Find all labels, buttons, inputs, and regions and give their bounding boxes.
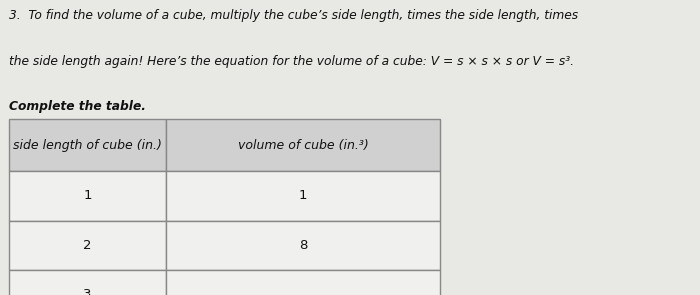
Text: 3.  To find the volume of a cube, multiply the cube’s side length, times the sid: 3. To find the volume of a cube, multipl…: [9, 9, 578, 22]
Bar: [166, 171, 440, 221]
Text: 3: 3: [83, 289, 92, 295]
Text: volume of cube (in.³): volume of cube (in.³): [237, 139, 368, 152]
Bar: [9, 119, 166, 171]
Text: 2: 2: [83, 239, 92, 252]
Text: the side length again! Here’s the equation for the volume of a cube: V = s × s ×: the side length again! Here’s the equati…: [9, 55, 574, 68]
Text: 1: 1: [299, 189, 307, 202]
Bar: [166, 270, 440, 295]
Bar: [9, 270, 166, 295]
Bar: [166, 221, 440, 270]
Text: 1: 1: [83, 189, 92, 202]
Text: 8: 8: [299, 239, 307, 252]
Bar: [9, 221, 166, 270]
Text: Complete the table.: Complete the table.: [9, 100, 146, 113]
Bar: [9, 171, 166, 221]
Bar: [166, 119, 440, 171]
Text: side length of cube (in.): side length of cube (in.): [13, 139, 162, 152]
